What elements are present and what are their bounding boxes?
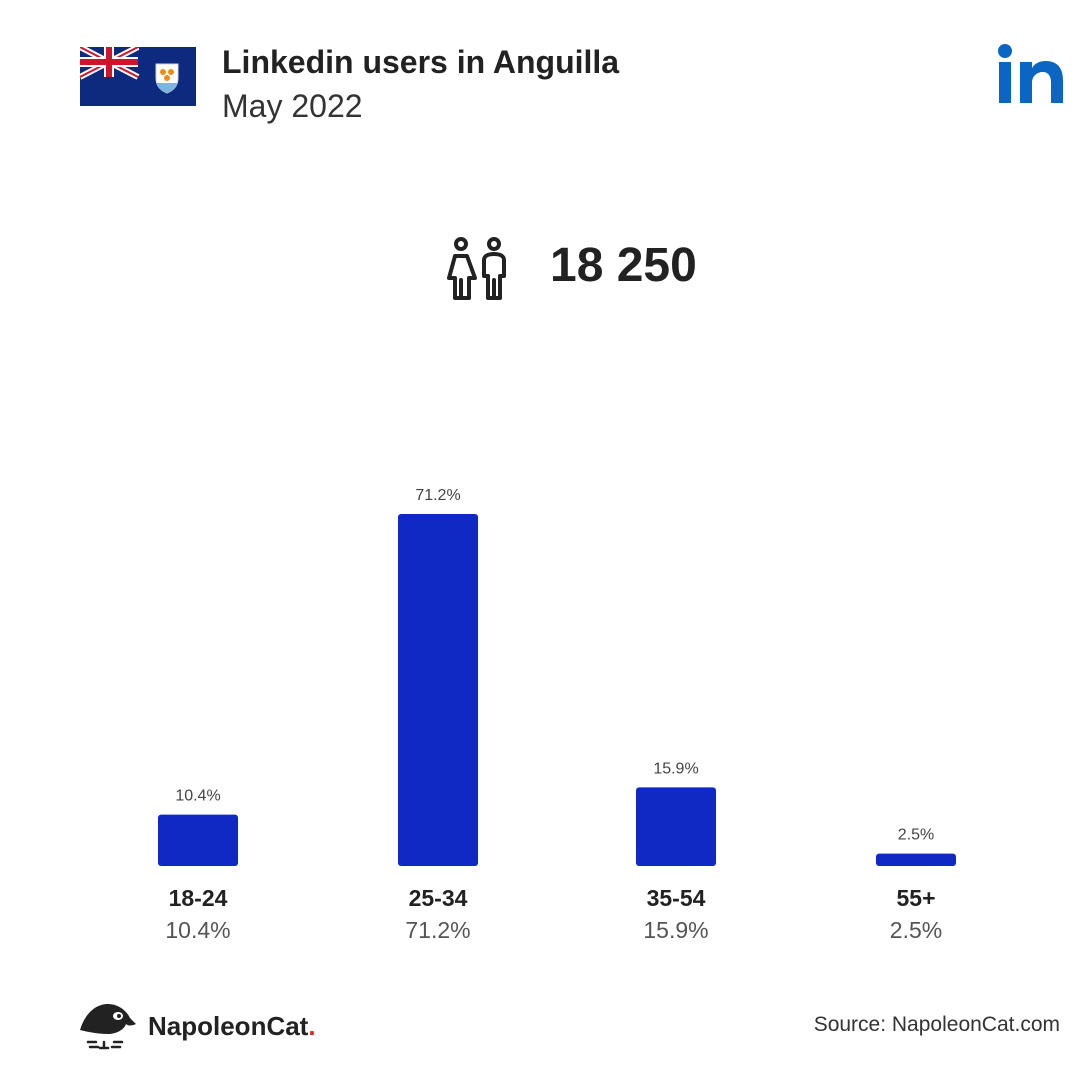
chart-title: Linkedin users in Anguilla [222,44,620,80]
napoleoncat-brand: NapoleonCat. [78,1000,316,1052]
category-label: 18-24 [169,885,228,911]
bar-value-label: 71.2% [415,487,460,504]
bar-value-label: 2.5% [898,827,934,844]
users-icon [447,237,506,300]
linkedin-logo-icon [998,44,1063,103]
category-percent-label: 2.5% [890,917,942,943]
category-percent-label: 10.4% [165,917,230,943]
source-credit: Source: NapoleonCat.com [813,1013,1060,1036]
anguilla-flag-icon [80,47,196,106]
category-label: 35-54 [647,885,706,911]
brand-name: NapoleonCat [148,1010,309,1041]
bar-25-34 [398,514,478,866]
category-label: 25-34 [409,885,468,911]
bar-55+ [876,853,956,866]
category-label: 55+ [896,885,935,911]
chart-subtitle: May 2022 [222,88,363,124]
age-bar-chart: 10.4% 18-24 10.4% 71.2% 25-34 71.2% 15.9% 35-54… [158,487,956,943]
bar-35-54 [636,787,716,866]
napoleoncat-logo-icon [80,1004,136,1050]
bar-value-label: 10.4% [175,788,220,805]
category-percent-label: 15.9% [643,917,708,943]
brand-dot: . [308,1010,316,1041]
bar-value-label: 15.9% [653,760,698,777]
category-percent-label: 71.2% [405,917,470,943]
total-users: 18 250 [550,239,697,292]
bar-18-24 [158,814,238,866]
